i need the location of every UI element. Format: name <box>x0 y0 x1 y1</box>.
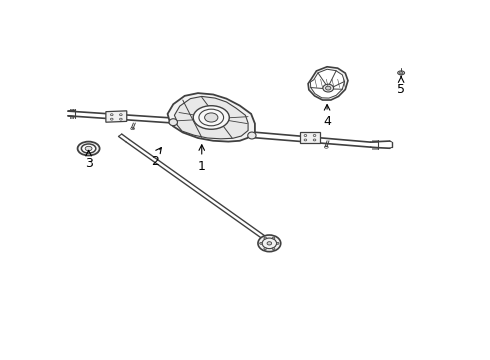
Ellipse shape <box>276 242 279 244</box>
Ellipse shape <box>248 132 256 139</box>
Polygon shape <box>174 96 248 139</box>
Ellipse shape <box>399 72 403 74</box>
Ellipse shape <box>205 113 218 122</box>
Text: 3: 3 <box>85 157 93 170</box>
Polygon shape <box>310 69 344 98</box>
Ellipse shape <box>325 86 331 90</box>
Text: 2: 2 <box>151 155 159 168</box>
Ellipse shape <box>398 71 405 75</box>
Ellipse shape <box>260 242 262 244</box>
Ellipse shape <box>272 237 275 239</box>
Ellipse shape <box>258 235 281 252</box>
Ellipse shape <box>85 146 92 151</box>
Ellipse shape <box>77 141 99 156</box>
Ellipse shape <box>81 144 96 153</box>
Polygon shape <box>106 111 127 122</box>
Ellipse shape <box>264 248 267 249</box>
Ellipse shape <box>267 242 271 245</box>
Polygon shape <box>168 93 255 141</box>
Polygon shape <box>308 67 348 100</box>
Ellipse shape <box>272 248 275 249</box>
Ellipse shape <box>264 237 267 239</box>
Ellipse shape <box>193 106 229 129</box>
Text: 1: 1 <box>198 160 206 173</box>
Ellipse shape <box>169 119 177 126</box>
Text: 5: 5 <box>397 82 405 95</box>
Polygon shape <box>299 132 320 143</box>
Text: 4: 4 <box>323 115 331 128</box>
Ellipse shape <box>323 84 334 92</box>
